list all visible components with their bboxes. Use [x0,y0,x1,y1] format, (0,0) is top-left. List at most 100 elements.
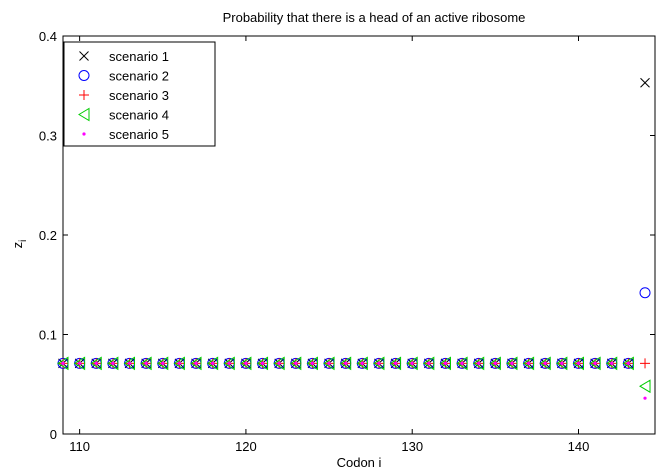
data-point [427,361,431,365]
marker-stroke [310,361,315,365]
marker-stroke [94,361,98,365]
data-point [190,356,202,371]
data-point [344,361,348,365]
data-point [576,361,581,365]
data-point [90,356,102,371]
marker-stroke [422,356,435,371]
data-point [477,361,481,365]
x-tick-label: 130 [401,439,423,454]
marker-stroke [256,356,269,371]
marker-stroke [239,356,252,371]
data-point [339,356,352,371]
data-point [194,361,198,365]
marker-stroke [406,356,418,371]
data-point [144,361,148,365]
data-point [626,361,630,365]
marker-stroke [156,356,169,371]
data-point [111,361,115,365]
marker-stroke [460,361,464,365]
marker-stroke [123,356,136,371]
data-point [593,361,597,365]
marker-stroke [372,356,385,371]
data-point [173,356,185,371]
data-point [277,361,281,365]
data-point [227,361,231,365]
marker-stroke [78,70,90,81]
marker-stroke [522,356,535,371]
data-point [57,356,69,371]
legend: scenario 1 scenario 2 scenario 3 scenario 4… [63,41,216,147]
marker-stroke [443,361,448,365]
marker-stroke [206,356,219,371]
x-axis-label: Codon i [337,455,382,470]
data-point [493,361,497,365]
data-point [389,356,402,371]
marker-stroke [111,361,115,365]
marker-stroke [78,361,82,365]
data-point [539,356,551,371]
data-point [156,356,169,371]
legend-label: scenario 5 [109,127,169,142]
marker-stroke [144,361,148,365]
legend-marker [82,132,86,136]
y-axis: 0 0.1 0.2 0.3 0.4 [39,29,655,442]
legend-label: scenario 1 [109,49,169,64]
data-point [323,356,335,371]
marker-stroke [57,356,69,371]
legend-marker [79,90,89,100]
data-point [78,361,82,365]
marker-stroke [244,361,248,365]
data-point [589,356,601,371]
marker-stroke [622,356,634,371]
marker-stroke [211,361,215,365]
marker-stroke [306,356,318,371]
marker-stroke [510,361,514,365]
marker-stroke [539,356,551,371]
data-point [94,361,98,365]
marker-stroke [82,132,86,136]
marker-stroke [140,356,152,371]
marker-stroke [605,356,618,371]
data-point [73,356,86,371]
data-point [244,361,248,365]
x-tick-label: 140 [568,439,590,454]
marker-stroke [227,361,231,365]
marker-stroke [640,77,650,88]
data-point [472,356,485,371]
data-point [327,361,331,365]
marker-stroke [260,361,265,365]
marker-stroke [439,356,451,371]
marker-stroke [90,356,102,371]
data-point [422,356,435,371]
marker-stroke [106,356,119,371]
marker-stroke [360,361,364,365]
chart-title: Probability that there is a head of an a… [223,10,526,25]
data-point [527,361,531,365]
marker-stroke [273,356,285,371]
marker-stroke [73,356,86,371]
marker-stroke [410,361,414,365]
legend-label: scenario 4 [109,108,169,123]
y-axis-label-main: z [10,242,25,249]
marker-stroke [626,361,630,365]
data-point [294,361,298,365]
marker-stroke [223,356,235,371]
data-point [239,356,252,371]
y-tick-label: 0.3 [39,129,57,144]
series-4 [57,356,651,394]
marker-stroke [456,356,468,371]
marker-stroke [639,287,651,299]
marker-stroke [194,361,198,365]
data-point [140,356,152,371]
marker-stroke [643,396,647,400]
data-point [206,356,219,371]
marker-stroke [493,361,497,365]
marker-stroke [555,356,568,371]
data-point [106,356,119,371]
marker-stroke [78,107,90,122]
data-point [377,361,381,365]
marker-stroke [389,356,402,371]
data-point [456,356,468,371]
data-point [639,287,651,299]
